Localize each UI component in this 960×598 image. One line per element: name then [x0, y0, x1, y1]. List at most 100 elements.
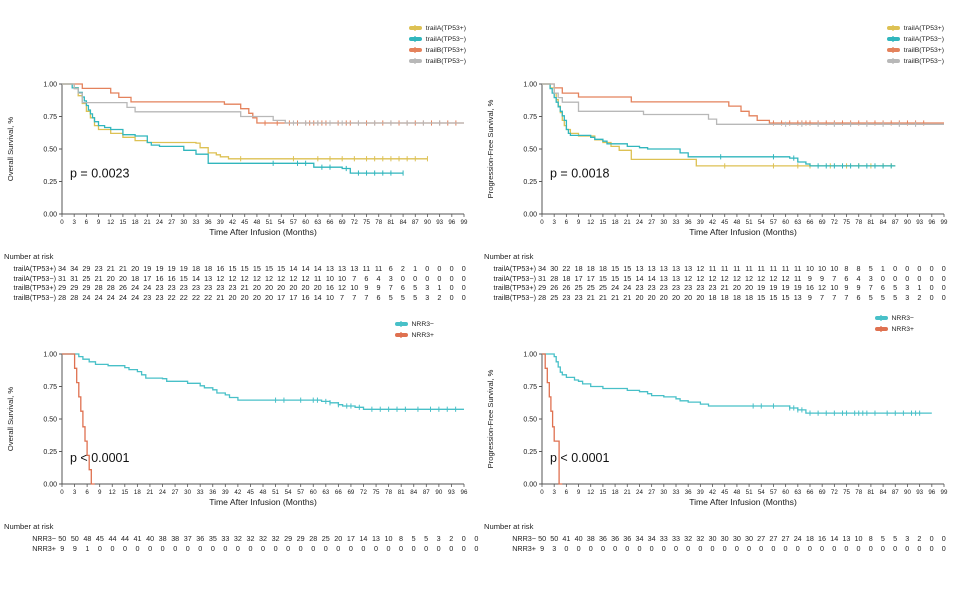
risk-count: 20 — [313, 283, 322, 293]
panel-pfs-nrr3: NRR3− NRR3+ 1.00 0.75 0.50 0.25 0.00 0 3 6 9 12 15 1… — [480, 314, 960, 598]
risk-count: 14 — [301, 264, 310, 274]
x-tick-label: 33 — [193, 219, 200, 226]
risk-count: 7 — [868, 283, 873, 293]
y-tick-label: 0.50 — [43, 146, 57, 153]
x-tick-label: 66 — [807, 219, 814, 226]
km-plot-svg: 1.000.750.500.250.000 3 6 9 12 15 18 21 24 27 30 33… — [6, 351, 468, 507]
x-tick-label: 45 — [241, 219, 248, 226]
legend-item-label: trailA(TP53+) — [425, 24, 466, 32]
risk-count: 13 — [671, 264, 680, 274]
risk-count: 12 — [696, 264, 705, 274]
risk-count: 12 — [769, 273, 778, 283]
risk-count: 0 — [461, 283, 466, 293]
x-tick-label: 3 — [73, 489, 77, 496]
risk-count: 8 — [856, 264, 861, 274]
risk-count: 14 — [359, 534, 368, 544]
x-tick-label: 60 — [310, 489, 317, 496]
risk-count: 16 — [301, 292, 310, 302]
risk-count: 27 — [757, 534, 766, 544]
risk-count: 0 — [298, 543, 303, 553]
risk-row: trailA(TP53+) 34 34 29 23 21 21 20 19 19 19 19 18 18 1… — [0, 264, 474, 274]
legend-item-label: trailB(TP53+) — [425, 46, 466, 54]
risk-count: 0 — [336, 543, 341, 553]
risk-count: 24 — [131, 283, 140, 293]
risk-count: 23 — [143, 292, 152, 302]
risk-count: 24 — [793, 534, 802, 544]
legend-swatch-icon — [886, 58, 900, 64]
y-axis-label: Overall Survival, % — [6, 117, 15, 181]
risk-count: 0 — [223, 543, 228, 553]
risk-count: 0 — [941, 264, 946, 274]
risk-count: 2 — [400, 264, 405, 274]
risk-count: 6 — [400, 283, 405, 293]
risk-count: 3 — [388, 273, 393, 283]
x-tick-label: 9 — [98, 489, 102, 496]
risk-count: 36 — [598, 534, 607, 544]
legend-swatch-icon — [394, 321, 408, 327]
risk-count: 32 — [696, 534, 705, 544]
risk-count: 18 — [708, 292, 717, 302]
risk-table: Number at risk trailA(TP53+) 34 34 29 23 21 21 2… — [0, 252, 474, 302]
x-tick-label: 96 — [448, 219, 455, 226]
legend: NRR3− NRR3+ — [394, 320, 434, 339]
risk-count: 12 — [338, 283, 347, 293]
risk-count: 38 — [171, 534, 180, 544]
risk-row-label: NRR3+ — [32, 543, 56, 553]
x-tick-label: 18 — [612, 489, 619, 496]
x-tick-label: 60 — [782, 219, 789, 226]
x-tick-label: 93 — [436, 219, 443, 226]
risk-count: 28 — [550, 273, 559, 283]
risk-count: 0 — [941, 273, 946, 283]
x-tick-label: 9 — [577, 219, 581, 226]
x-tick-label: 93 — [916, 219, 923, 226]
risk-count: 24 — [143, 283, 152, 293]
x-tick-label: 54 — [285, 489, 292, 496]
risk-count: 20 — [684, 292, 693, 302]
legend-item: trailB(TP53−) — [886, 57, 944, 65]
risk-count: 11 — [313, 273, 322, 283]
y-tick-label: 0.75 — [523, 384, 537, 391]
risk-count: 20 — [301, 283, 310, 293]
x-tick-label: 57 — [770, 489, 777, 496]
x-tick-label: 3 — [552, 219, 556, 226]
risk-count: 0 — [386, 543, 391, 553]
y-tick-label: 1.00 — [523, 81, 537, 88]
x-tick-label: 24 — [159, 489, 166, 496]
risk-count: 0 — [413, 273, 418, 283]
y-tick-label: 1.00 — [43, 81, 57, 88]
risk-count: 8 — [399, 534, 404, 544]
km-plot-svg: 1.000.750.500.250.000 3 6 9 12 15 18 21 24 27 30 33… — [6, 81, 468, 237]
risk-count: 0 — [135, 543, 140, 553]
risk-count: 0 — [564, 543, 569, 553]
risk-count: 20 — [671, 292, 680, 302]
x-tick-label: 90 — [435, 489, 442, 496]
risk-count: 25 — [586, 283, 595, 293]
km-curve — [542, 353, 563, 485]
legend-swatch-icon — [408, 47, 422, 53]
x-tick-label: 69 — [819, 219, 826, 226]
risk-count: 11 — [769, 264, 778, 274]
km-curve — [542, 83, 944, 125]
risk-count: 12 — [696, 273, 705, 283]
risk-row: NRR3+ 9 3 0 0 0 0 0 0 0 0 0 0 0 0 0 0 0 0 0 0 0 0 0 0 0 0 0 0 0 0 0 0 0 0 — [480, 544, 954, 554]
risk-row: NRR3− 50 50 41 40 38 36 36 36 34 34 33 33 32 32 30 30 30 3… — [480, 534, 954, 544]
risk-count: 20 — [265, 292, 273, 302]
risk-count: 1 — [880, 264, 885, 274]
km-curve — [542, 353, 932, 414]
risk-count: 25 — [321, 534, 330, 544]
risk-count: 17 — [143, 273, 152, 283]
risk-count: 11 — [362, 264, 371, 274]
risk-count: 0 — [893, 264, 898, 274]
x-tick-label: 69 — [339, 219, 346, 226]
risk-count: 10 — [384, 534, 393, 544]
risk-count: 10 — [350, 283, 359, 293]
x-tick-label: 6 — [565, 219, 569, 226]
x-tick-label: 63 — [314, 219, 321, 226]
risk-count: 32 — [684, 534, 693, 544]
x-tick-label: 6 — [565, 489, 569, 496]
x-tick-label: 81 — [398, 489, 405, 496]
x-tick-label: 15 — [599, 219, 606, 226]
risk-row: trailA(TP53−) 31 31 25 21 20 20 18 17 16 16 15 14 13 1… — [0, 274, 474, 284]
risk-count: 11 — [708, 264, 717, 274]
x-tick-label: 21 — [624, 489, 631, 496]
